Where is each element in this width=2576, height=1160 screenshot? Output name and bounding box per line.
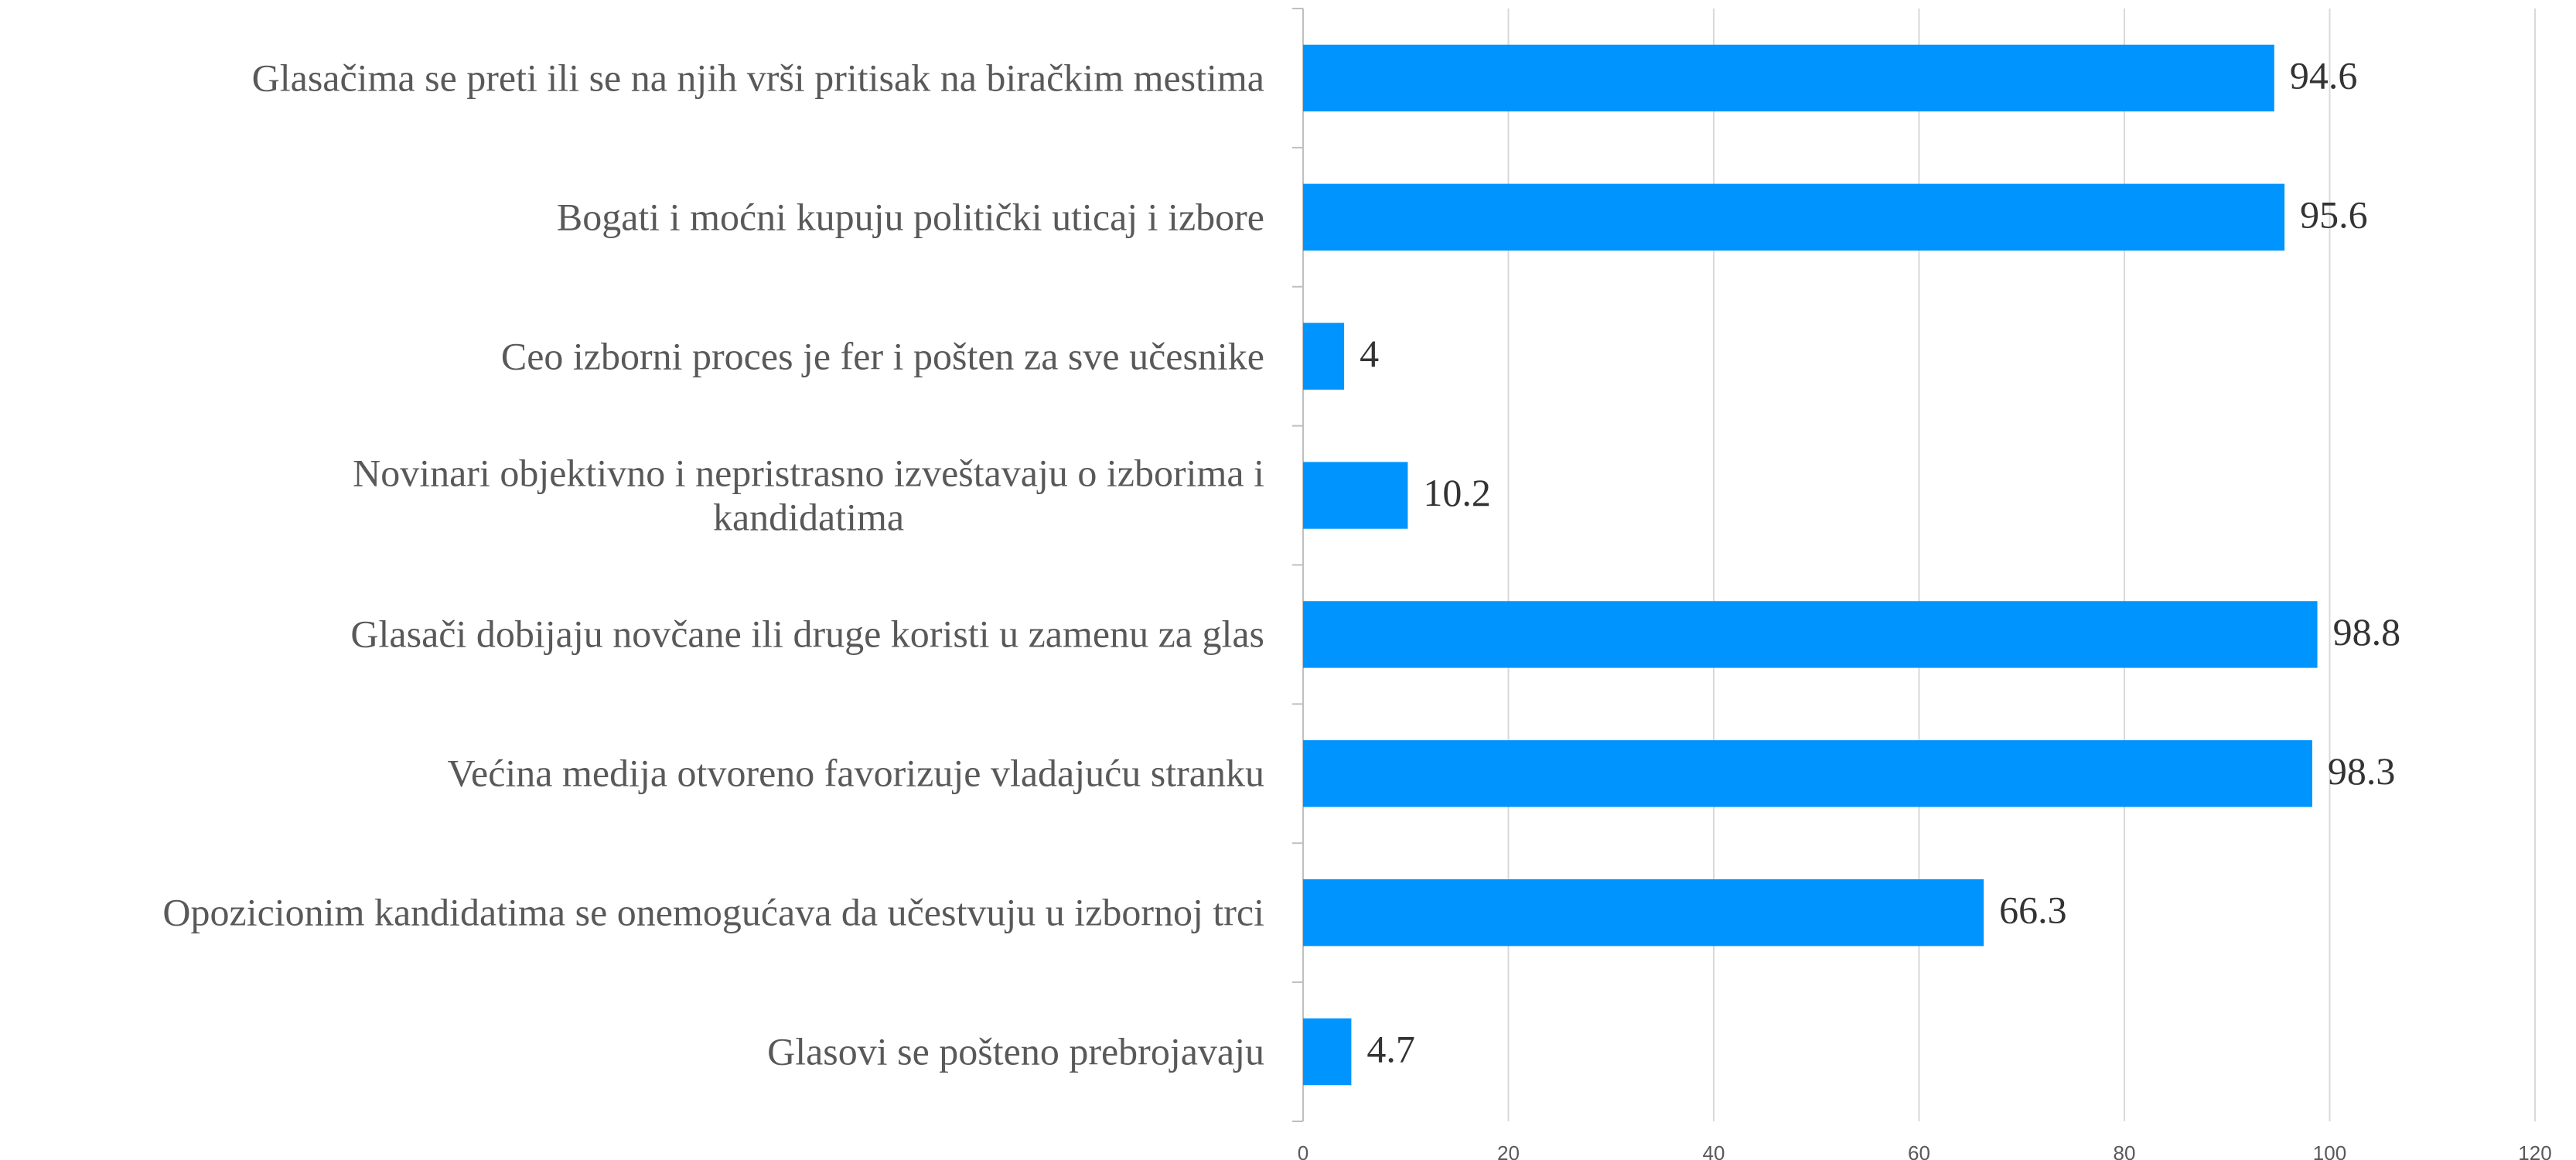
category-label-row: Ceo izborni proces je fer i pošten za sv… [0, 334, 1264, 379]
bar [1303, 879, 1984, 947]
value-label: 94.6 [2290, 53, 2358, 97]
category-label: Glasači dobijaju novčane ili druge koris… [350, 612, 1264, 656]
bar [1303, 1018, 1352, 1086]
category-label-row: Bogati i moćni kupuju politički uticaj i… [0, 195, 1264, 240]
category-label: Glasovi se pošteno prebrojavaju [767, 1029, 1264, 1073]
bar [1303, 322, 1345, 390]
value-label: 98.3 [2328, 749, 2396, 793]
category-label: Ceo izborni proces je fer i pošten za sv… [500, 333, 1264, 377]
value-label: 66.3 [1999, 889, 2067, 932]
category-label: Glasačima se preti ili se na njih vrši p… [251, 56, 1264, 100]
value-label: 98.8 [2333, 610, 2401, 653]
value-label: 10.2 [1423, 471, 1491, 514]
bar [1303, 740, 2312, 807]
x-tick-label: 120 [2518, 1141, 2551, 1160]
category-label-row: Novinari objektivno i nepristrasno izveš… [0, 451, 1264, 540]
category-label-row: Glasovi se pošteno prebrojavaju [0, 1029, 1264, 1074]
value-label: 4.7 [1366, 1028, 1415, 1071]
category-label-row: Glasači dobijaju novčane ili druge koris… [0, 612, 1264, 657]
bar [1303, 462, 1408, 529]
x-tick-label: 60 [1908, 1141, 1930, 1160]
category-label: Većina medija otvoreno favorizuje vladaj… [447, 751, 1264, 795]
x-tick-label: 80 [2114, 1141, 2136, 1160]
category-label-row: Glasačima se preti ili se na njih vrši p… [0, 56, 1264, 101]
category-label: Bogati i moćni kupuju politički uticaj i… [556, 195, 1264, 239]
category-label-row: Opozicionim kandidatima se onemogućava d… [0, 890, 1264, 935]
bar [1303, 44, 2274, 112]
x-tick-label: 0 [1298, 1141, 1308, 1160]
x-tick-label: 100 [2313, 1141, 2346, 1160]
value-label: 95.6 [2300, 193, 2368, 236]
value-label: 4 [1360, 332, 1379, 375]
category-label-row: Većina medija otvoreno favorizuje vladaj… [0, 752, 1264, 797]
bar [1303, 183, 2285, 251]
x-tick-label: 20 [1497, 1141, 1520, 1160]
bar [1303, 601, 2318, 668]
category-label: Novinari objektivno i nepristrasno izveš… [353, 451, 1264, 539]
category-label: Opozicionim kandidatima se onemogućava d… [162, 890, 1264, 934]
x-tick-label: 40 [1703, 1141, 1725, 1160]
